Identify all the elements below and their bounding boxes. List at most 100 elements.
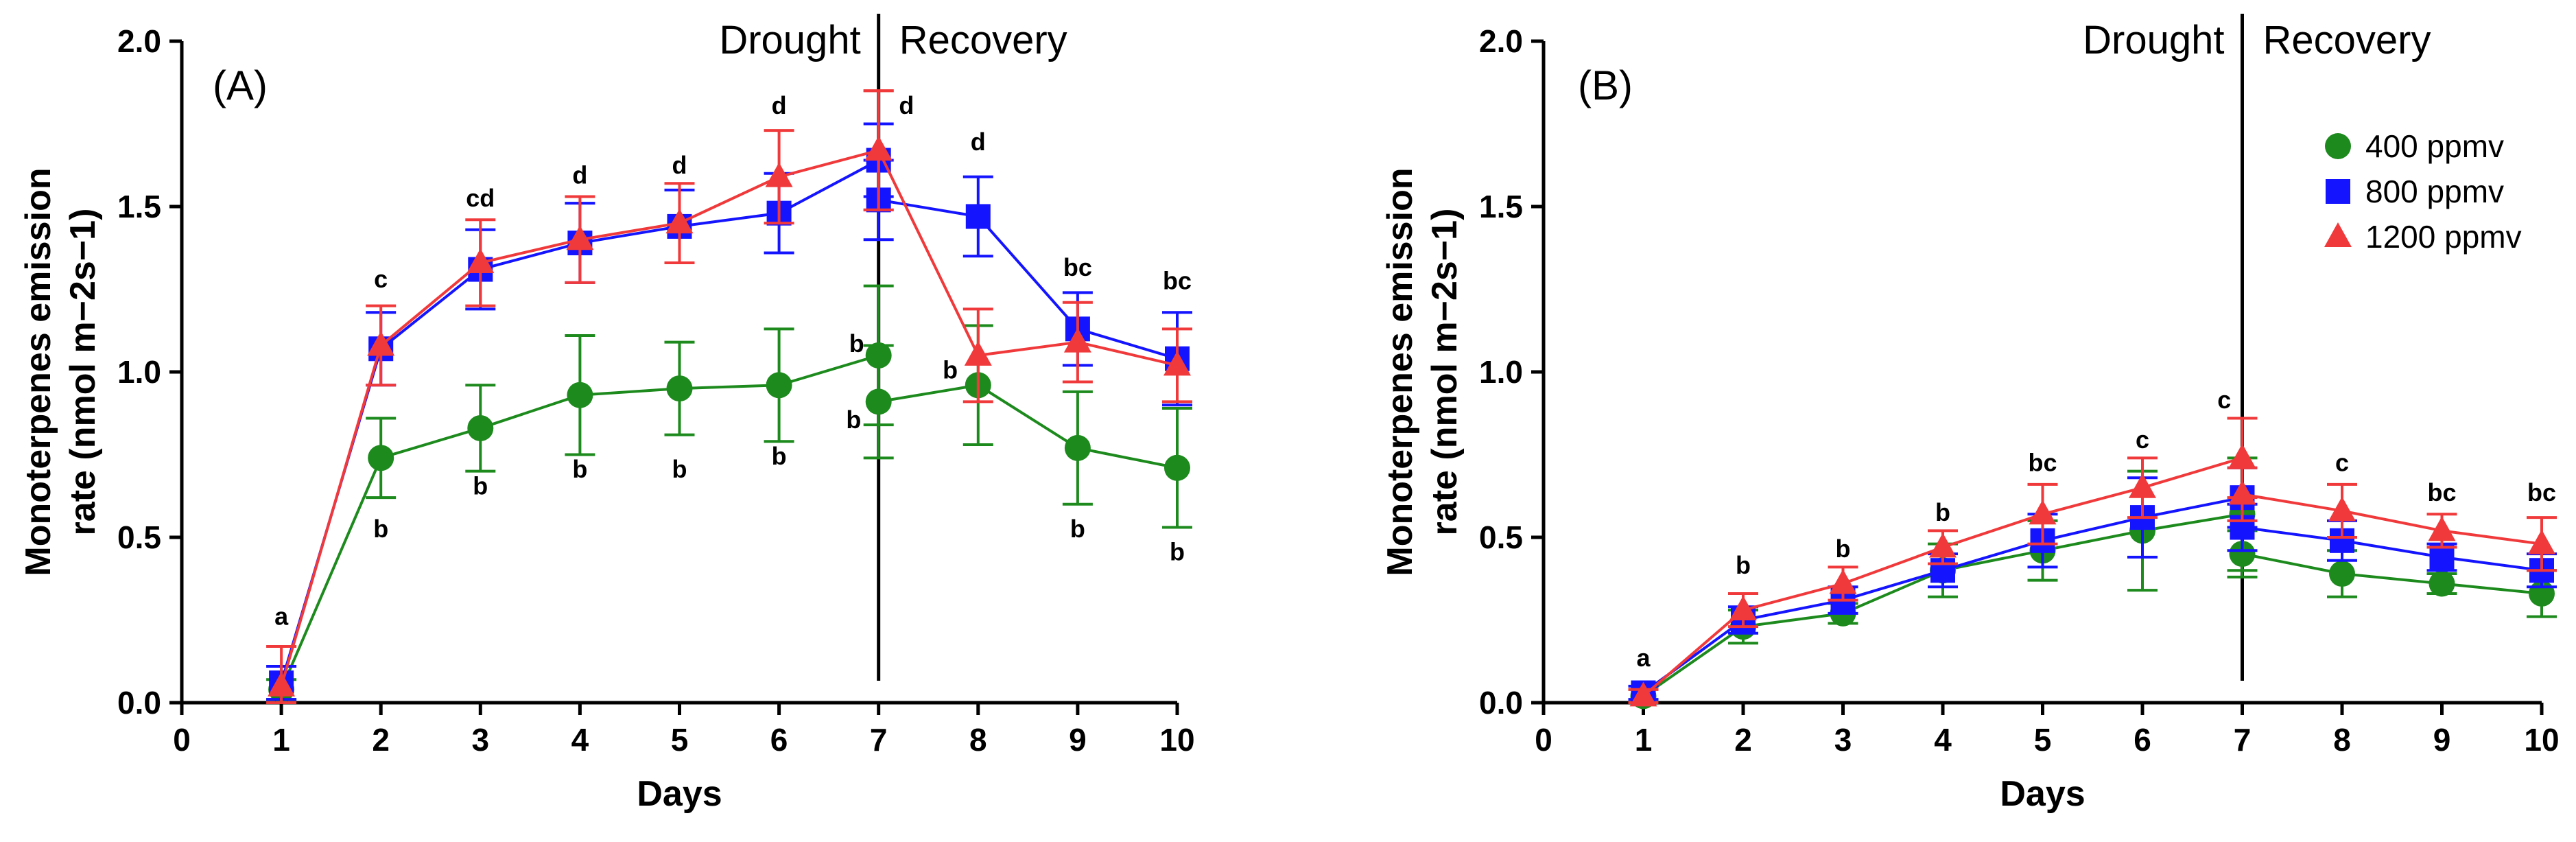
significance-letter: cd — [466, 184, 495, 212]
significance-letter: d — [672, 151, 687, 179]
series-c1200 — [1628, 417, 2557, 707]
significance-letter: b — [1935, 498, 1950, 526]
significance-letter: c — [2217, 386, 2231, 414]
phase-label-recovery: Recovery — [2263, 18, 2431, 62]
y-tick-label: 0.0 — [117, 685, 161, 721]
data-point-c800 — [2429, 544, 2455, 570]
significance-letter: c — [374, 265, 388, 293]
data-point-c1200 — [1829, 569, 1857, 594]
y-tick-label: 0.0 — [1479, 685, 1523, 721]
y-tick-label: 2.0 — [117, 23, 161, 59]
data-point-c400 — [766, 372, 792, 399]
significance-letter: b — [572, 455, 587, 483]
significance-letter: b — [1170, 538, 1185, 566]
significance-letter: b — [849, 329, 864, 358]
x-tick-label: 0 — [1535, 722, 1552, 758]
x-tick-label: 8 — [2333, 722, 2351, 758]
data-point-c1200 — [2428, 516, 2456, 541]
phase-label-recovery: Recovery — [899, 18, 1067, 62]
significance-letter: b — [772, 442, 787, 470]
x-tick-label: 5 — [2034, 722, 2052, 758]
y-tick-label: 1.5 — [1479, 189, 1523, 224]
legend-label-c1200: 1200 ppmv — [2365, 219, 2522, 255]
significance-letter: d — [572, 161, 587, 189]
data-point-c400 — [865, 342, 892, 369]
data-point-c1200 — [765, 162, 793, 187]
y-tick-label: 1.0 — [117, 354, 161, 390]
x-tick-label: 5 — [671, 722, 689, 758]
significance-letter: c — [2136, 425, 2149, 454]
legend-marker-c400 — [2325, 133, 2351, 159]
data-point-c1200 — [1929, 533, 1957, 558]
data-point-c400 — [567, 382, 593, 408]
significance-letter: b — [846, 406, 861, 434]
phase-label-drought: Drought — [719, 18, 860, 62]
data-point-c1200 — [466, 248, 495, 273]
phase-label-drought: Drought — [2083, 18, 2224, 62]
significance-letter: d — [772, 91, 787, 119]
x-tick-label: 4 — [571, 722, 589, 758]
data-point-c400 — [2229, 541, 2256, 568]
y-axis-label-line2: rate (nmol m−2s−1) — [1425, 209, 1465, 536]
significance-letter: bc — [2028, 449, 2057, 477]
data-point-c1200 — [1163, 351, 1191, 376]
x-tick-label: 1 — [1635, 722, 1653, 758]
x-tick-label: 6 — [2134, 722, 2151, 758]
y-axis-label-line1: Monoterpenes emission — [19, 167, 58, 576]
data-point-c1200 — [566, 225, 594, 250]
x-tick-label: 3 — [472, 722, 490, 758]
y-tick-label: 1.5 — [117, 189, 161, 224]
x-tick-label: 7 — [870, 722, 888, 758]
y-tick-label: 1.0 — [1479, 354, 1523, 390]
data-point-c1200 — [2029, 500, 2057, 525]
data-point-c400 — [1164, 454, 1190, 481]
significance-letter: b — [672, 455, 687, 483]
panel-label: (B) — [1578, 62, 1633, 108]
data-point-c1200 — [2129, 473, 2156, 498]
data-point-c400 — [368, 445, 394, 471]
y-axis-label-line2: rate (nmol m−2s−1) — [63, 209, 103, 536]
data-point-c400 — [865, 388, 892, 415]
significance-letter: b — [1836, 535, 1851, 563]
significance-letter: a — [1636, 644, 1651, 672]
significance-letter: a — [274, 603, 289, 631]
significance-letter: d — [971, 128, 986, 156]
legend: 400 ppmv 800 ppmv 1200 ppmv — [2324, 128, 2522, 255]
significance-letter: bc — [1163, 267, 1192, 295]
legend-label-c800: 800 ppmv — [2365, 174, 2504, 209]
data-point-c400 — [2429, 570, 2455, 597]
series-c1200 — [266, 89, 1192, 704]
x-tick-label: 6 — [770, 722, 788, 758]
data-point-c1200 — [665, 209, 694, 234]
data-point-c400 — [666, 375, 693, 402]
data-point-c1200 — [1729, 596, 1757, 621]
legend-marker-c800 — [2326, 179, 2350, 204]
x-tick-label: 1 — [272, 722, 290, 758]
significance-letter: bc — [1063, 253, 1092, 281]
data-point-c1200 — [864, 136, 893, 161]
legend-label-c400: 400 ppmv — [2365, 128, 2504, 164]
y-tick-label: 0.5 — [117, 519, 161, 555]
significance-letter: b — [943, 356, 958, 384]
data-point-c1200 — [2328, 496, 2356, 522]
data-point-c1200 — [2228, 480, 2256, 505]
x-axis-label: Days — [2000, 774, 2085, 814]
significance-letter: bc — [2527, 478, 2556, 506]
data-point-c400 — [2329, 561, 2355, 587]
x-tick-label: 10 — [2524, 722, 2559, 758]
x-tick-label: 10 — [1159, 722, 1194, 758]
panel-b: 0 1 2 3 4 5 6 7 8 9 10 0.0 0.5 1.0 1.5 2.0 Days Monoterpe… — [1380, 14, 2560, 814]
significance-letter: b — [373, 515, 388, 543]
data-point-c800 — [965, 204, 991, 229]
significance-letter: bc — [2427, 478, 2456, 506]
y-tick-label: 2.0 — [1479, 23, 1523, 59]
panel-label: (A) — [213, 62, 268, 108]
x-tick-label: 8 — [969, 722, 987, 758]
x-tick-label: 9 — [1069, 722, 1087, 758]
x-tick-label: 9 — [2433, 722, 2451, 758]
y-axis-label-line1: Monoterpenes emission — [1380, 167, 1420, 576]
x-tick-label: 2 — [372, 722, 390, 758]
data-point-c1200 — [367, 331, 395, 356]
significance-letter: b — [1070, 515, 1085, 543]
